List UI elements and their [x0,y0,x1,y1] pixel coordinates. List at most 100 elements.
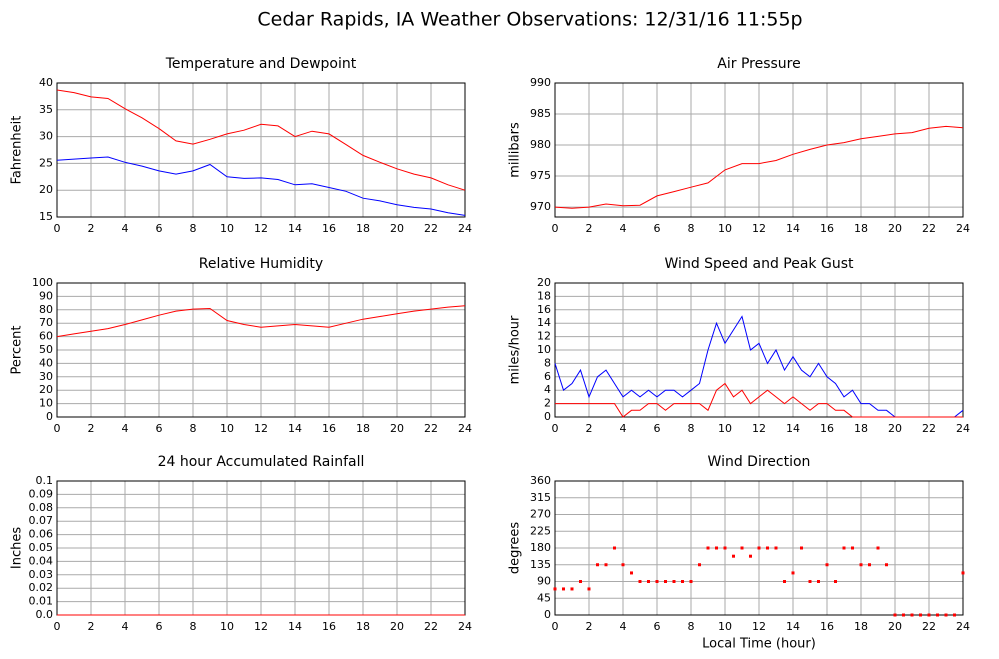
x-tick-label: 22 [922,222,936,235]
data-point [706,546,710,550]
y-tick-label: 20 [39,183,53,196]
y-tick-label: 985 [530,107,551,120]
data-point [638,580,642,583]
y-tick-label: 990 [530,76,551,89]
x-tick-label: 20 [390,222,404,235]
y-tick-label: 0.02 [29,581,54,594]
x-tick-label: 10 [718,422,732,435]
x-tick-label: 16 [322,222,336,235]
x-tick-label: 16 [820,222,834,235]
x-tick-label: 12 [752,422,766,435]
data-point [613,546,616,550]
y-tick-label: 8 [544,356,551,369]
y-tick-label: 45 [537,591,551,604]
data-point [757,546,761,550]
data-point [910,613,914,617]
data-point [630,571,633,575]
x-tick-label: 18 [854,422,868,435]
data-point [936,613,939,617]
data-point [698,563,701,567]
y-axis-label: Fahrenheit [10,116,25,185]
data-point [783,580,786,583]
x-tick-label: 6 [156,222,163,235]
x-tick-label: 12 [254,422,268,435]
y-tick-label: 0.04 [29,554,54,567]
y-tick-label: 12 [537,330,551,343]
x-tick-label: 14 [786,620,800,633]
x-tick-label: 8 [190,222,197,235]
x-tick-label: 24 [956,222,970,235]
y-tick-label: 0.05 [29,541,54,554]
x-tick-label: 18 [356,620,370,633]
x-tick-label: 24 [956,422,970,435]
y-tick-label: 0.08 [29,501,54,514]
data-point [791,571,795,575]
x-tick-label: 0 [54,222,61,235]
data-line [555,382,963,418]
data-line [56,156,466,216]
page-title: Cedar Rapids, IA Weather Observations: 1… [257,9,802,31]
data-point [740,546,744,550]
y-tick-label: 16 [537,303,551,316]
x-tick-label: 22 [922,620,936,633]
y-tick-label: 30 [39,370,53,383]
y-tick-label: 0 [544,608,551,621]
data-point [817,580,820,583]
y-tick-label: 100 [32,276,53,289]
x-tick-label: 18 [854,222,868,235]
x-tick-label: 6 [654,422,661,435]
x-tick-label: 8 [688,422,695,435]
y-tick-label: 35 [39,103,53,116]
x-tick-label: 2 [586,422,593,435]
data-point [655,580,659,583]
x-tick-label: 12 [752,222,766,235]
x-tick-label: 0 [552,422,559,435]
y-tick-label: 0 [544,410,551,423]
x-tick-label: 14 [288,422,302,435]
y-tick-label: 2 [544,397,551,410]
x-tick-label: 14 [786,422,800,435]
x-tick-label: 20 [888,222,902,235]
panel-title: Temperature and Dewpoint [165,56,357,72]
data-point [808,580,812,583]
x-tick-label: 2 [88,620,95,633]
data-point [715,546,718,550]
x-tick-label: 24 [956,620,970,633]
x-tick-label: 18 [356,222,370,235]
x-tick-label: 8 [190,422,197,435]
data-point [689,580,693,583]
x-tick-label: 4 [122,422,129,435]
data-point [859,563,863,567]
data-point [842,546,846,550]
y-tick-label: 90 [39,289,53,302]
y-tick-label: 15 [39,210,53,223]
data-point [732,554,735,558]
x-tick-label: 16 [820,422,834,435]
y-tick-label: 90 [537,575,551,588]
x-tick-label: 2 [88,422,95,435]
data-point [587,587,591,591]
x-tick-label: 10 [220,620,234,633]
y-tick-label: 0.07 [29,514,54,527]
data-line [56,305,466,338]
data-point [621,563,625,567]
x-tick-label: 4 [620,422,627,435]
x-tick-label: 6 [654,222,661,235]
y-tick-label: 0.06 [29,528,54,541]
panel-title: 24 hour Accumulated Rainfall [158,454,365,470]
x-tick-label: 20 [390,422,404,435]
data-point [885,563,888,567]
y-tick-label: 40 [39,356,53,369]
y-tick-label: 80 [39,303,53,316]
data-point [596,563,599,567]
data-point [825,563,829,567]
panel-title: Relative Humidity [199,256,323,272]
plot-frame [56,82,466,218]
x-tick-label: 22 [922,422,936,435]
data-line [56,89,466,191]
data-point [944,613,948,617]
x-tick-label: 6 [156,620,163,633]
x-tick-label: 10 [718,620,732,633]
y-tick-label: 980 [530,138,551,151]
x-tick-label: 16 [322,620,336,633]
